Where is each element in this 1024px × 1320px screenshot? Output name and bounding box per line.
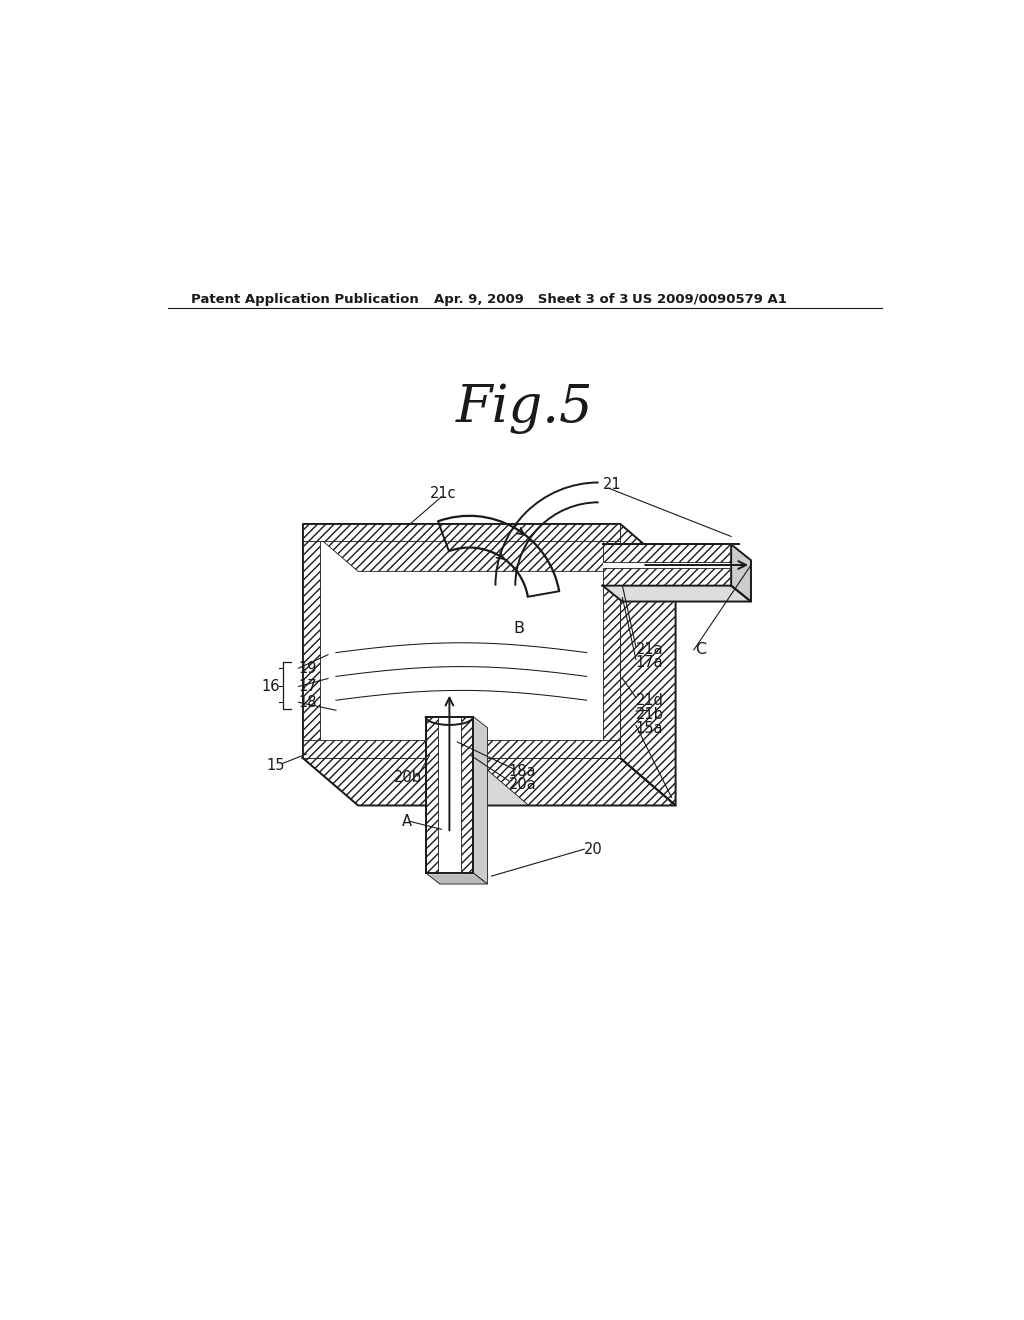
Text: 18a: 18a	[509, 764, 537, 779]
Text: Patent Application Publication: Patent Application Publication	[191, 293, 419, 306]
Text: US 2009/0090579 A1: US 2009/0090579 A1	[632, 293, 786, 306]
Bar	[602, 544, 628, 586]
Polygon shape	[473, 717, 487, 884]
Text: A: A	[401, 814, 412, 829]
Text: 20: 20	[585, 842, 603, 857]
Polygon shape	[303, 524, 676, 572]
Polygon shape	[303, 758, 676, 805]
Bar	[303, 741, 426, 758]
Text: 21a: 21a	[636, 643, 664, 657]
Polygon shape	[426, 873, 487, 884]
Text: 17a: 17a	[636, 655, 664, 671]
Text: 21c: 21c	[430, 486, 457, 502]
Bar	[602, 524, 620, 758]
Text: 16: 16	[261, 678, 280, 694]
Text: 17: 17	[299, 678, 317, 694]
Bar	[602, 544, 628, 586]
Polygon shape	[602, 586, 751, 602]
Bar	[602, 568, 731, 586]
Text: 21b: 21b	[636, 706, 664, 722]
Polygon shape	[473, 758, 676, 805]
Polygon shape	[731, 544, 751, 602]
Bar	[303, 524, 621, 541]
Text: 20b: 20b	[394, 770, 422, 785]
Text: 15a: 15a	[636, 721, 664, 737]
Text: Fig.5: Fig.5	[456, 383, 594, 434]
Text: 15: 15	[267, 758, 286, 774]
Text: B: B	[513, 620, 524, 636]
Bar	[473, 741, 621, 758]
Polygon shape	[620, 524, 676, 805]
Bar	[618, 544, 682, 586]
Polygon shape	[426, 717, 473, 873]
Text: C: C	[695, 643, 707, 657]
Bar	[602, 544, 731, 562]
Polygon shape	[620, 524, 676, 805]
Bar	[303, 524, 321, 758]
Text: Apr. 9, 2009   Sheet 3 of 3: Apr. 9, 2009 Sheet 3 of 3	[433, 293, 628, 306]
Text: 18: 18	[299, 694, 317, 710]
Bar	[461, 717, 473, 873]
Text: 21: 21	[602, 477, 622, 491]
Text: 20a: 20a	[509, 776, 537, 792]
Text: 19: 19	[299, 661, 317, 676]
Bar	[426, 717, 438, 873]
Text: 21d: 21d	[636, 693, 664, 709]
Polygon shape	[303, 758, 481, 805]
Polygon shape	[303, 524, 620, 758]
